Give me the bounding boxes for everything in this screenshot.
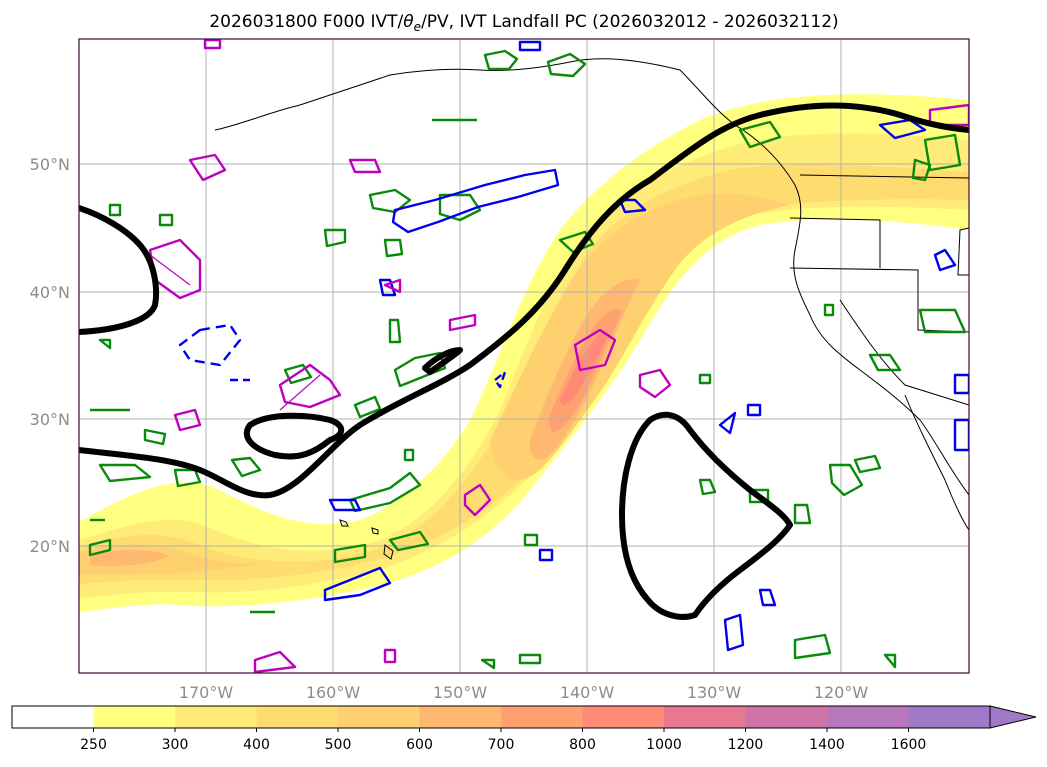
colorbar-segment — [338, 706, 420, 728]
colorbar-segment — [419, 706, 502, 728]
lat-label-50n: 50°N — [30, 155, 70, 174]
ivt-band-400 — [79, 164, 969, 585]
colorbar-segment — [93, 706, 176, 728]
colorbar-segment — [12, 706, 94, 728]
pv-contours-blue — [178, 40, 969, 652]
lon-label-150w: 150°W — [433, 683, 488, 702]
lon-label-160w: 160°W — [306, 683, 361, 702]
lat-label-30n: 30°N — [30, 410, 70, 429]
landfall-pc-contours — [79, 102, 969, 620]
colorbar-tick-label: 1200 — [728, 737, 764, 753]
coastline-outline — [214, 58, 969, 560]
lon-label-140w: 140°W — [560, 683, 615, 702]
longitude-labels: 170°W 160°W 150°W 140°W 130°W 120°W — [179, 683, 869, 702]
graticule — [79, 39, 969, 673]
map-frame — [78, 38, 970, 674]
colorbar-segment — [827, 706, 909, 728]
colorbar-tick-label: 1000 — [646, 737, 682, 753]
colorbar-tick-label: 250 — [80, 737, 107, 753]
lat-label-20n: 20°N — [30, 537, 70, 556]
colorbar-tick-label: 300 — [162, 737, 189, 753]
colorbar-segment — [745, 706, 828, 728]
colorbar-tick-label: 1600 — [891, 737, 927, 753]
colorbar-tick-label: 400 — [243, 737, 270, 753]
map-panel — [79, 39, 969, 673]
latitude-labels: 50°N 40°N 30°N 20°N — [30, 155, 70, 556]
colorbar-segment — [175, 706, 257, 728]
ivt-colorbar: 250 300 400 500 600 700 800 1000 1200 1400 1600 — [11, 705, 1037, 753]
colorbar-segment — [908, 706, 991, 728]
lon-label-170w: 170°W — [179, 683, 234, 702]
ivt-shading — [79, 94, 969, 613]
colorbar-segment — [256, 706, 339, 728]
lat-label-40n: 40°N — [30, 283, 70, 302]
lon-label-120w: 120°W — [814, 683, 869, 702]
pv-contours-magenta — [148, 39, 969, 673]
colorbar-tick-label: 500 — [325, 737, 352, 753]
colorbar-tick-label: 1400 — [809, 737, 845, 753]
colorbar-tick-label: 600 — [406, 737, 433, 753]
colorbar-tick-label: 800 — [569, 737, 596, 753]
lon-label-130w: 130°W — [687, 683, 742, 702]
colorbar-segment — [501, 706, 583, 728]
colorbar-extend-arrow — [989, 705, 1037, 729]
ivt-band-300 — [79, 133, 969, 598]
colorbar-tick-label: 700 — [488, 737, 515, 753]
figure-title: 2026031800 F000 IVT/θe/PV, IVT Landfall … — [209, 12, 838, 34]
colorbar-segment — [664, 706, 746, 728]
colorbar-segment — [582, 706, 665, 728]
